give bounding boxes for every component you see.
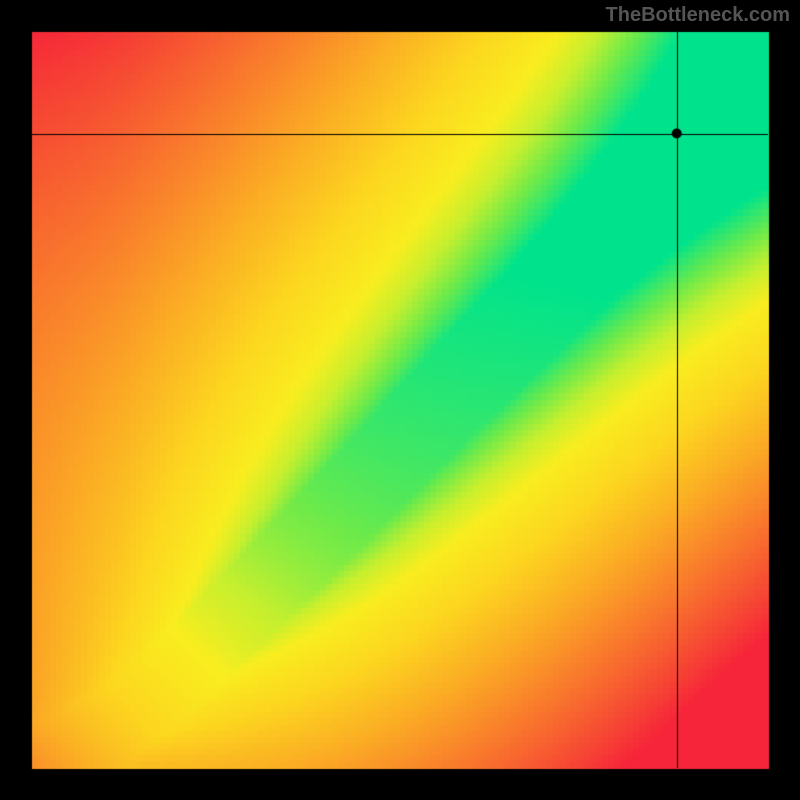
watermark-text: TheBottleneck.com [606,4,790,27]
bottleneck-heatmap [0,0,800,800]
